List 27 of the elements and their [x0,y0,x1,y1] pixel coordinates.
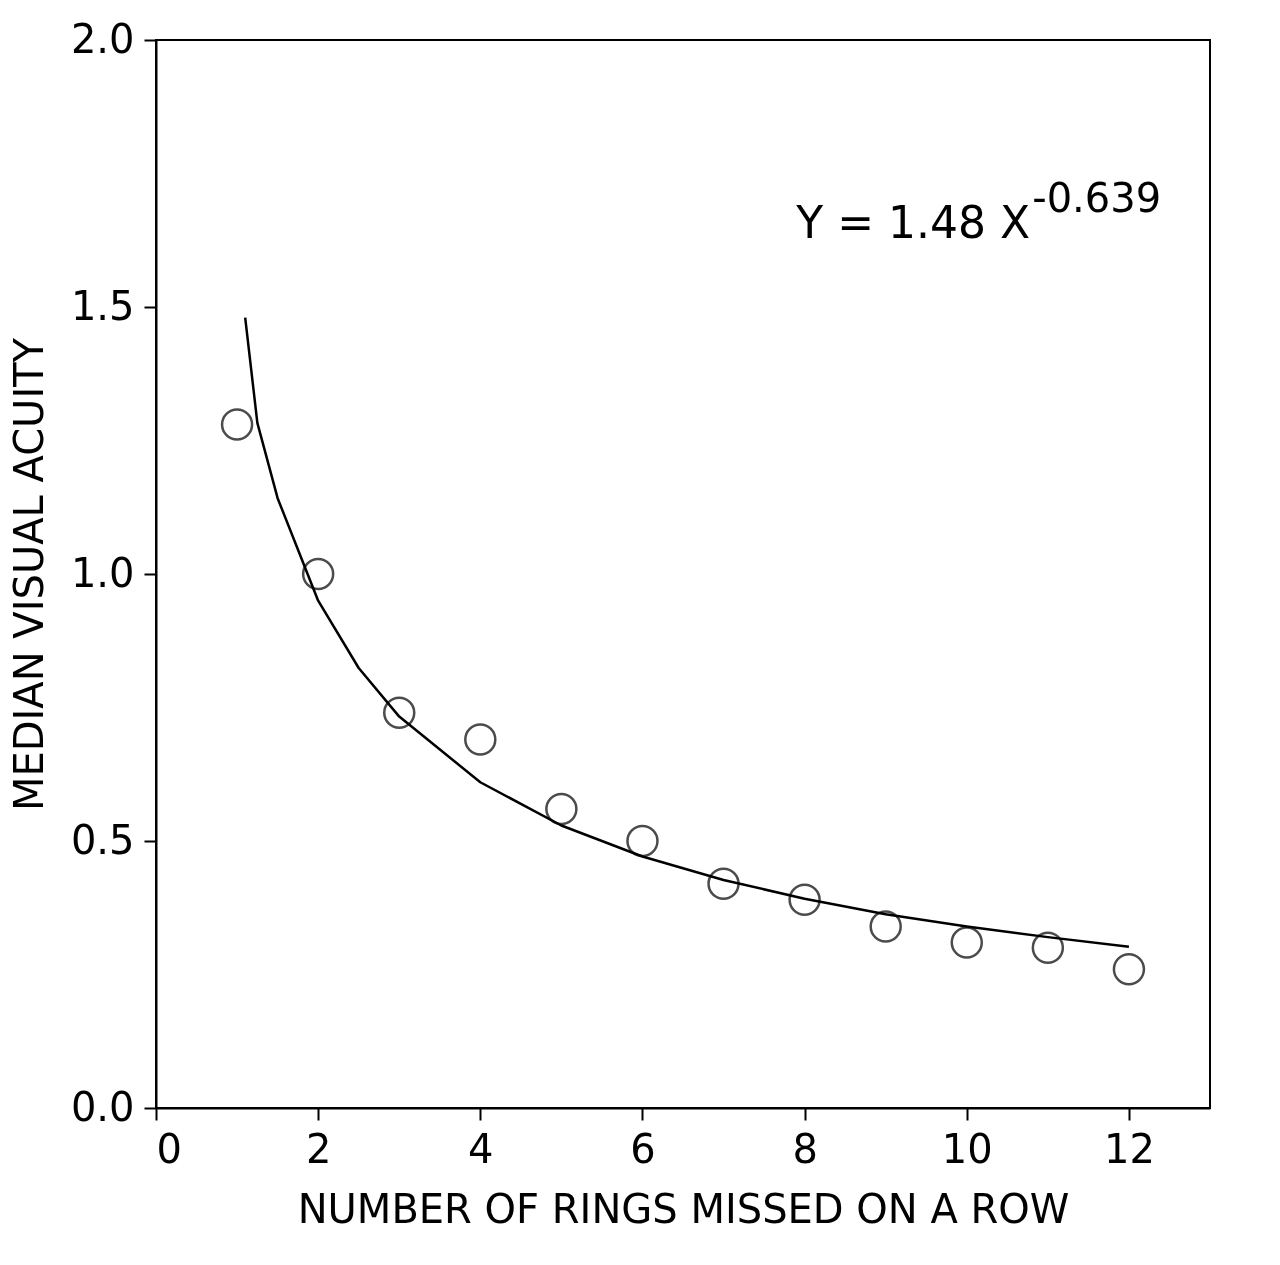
x-tick-label: 0 [156,1125,182,1172]
y-tick-label: 2.0 [70,15,135,62]
x-tick-label: 2 [305,1125,332,1172]
x-tick-label: 6 [630,1125,656,1172]
y-axis-title: MEDIAN VISUAL ACUITY [5,337,52,812]
y-tick-label: 1.0 [70,549,135,596]
point [788,883,821,916]
point [301,557,335,591]
point [950,926,984,959]
x-tick-label: 10 [941,1125,993,1172]
x-tick-label: 4 [468,1125,494,1172]
point [1112,952,1146,986]
point [707,867,740,900]
x-tick-label: 12 [1103,1125,1155,1172]
point [626,824,659,858]
y-tick-label: 0.0 [70,1083,135,1130]
point [1031,931,1065,965]
point [545,792,578,826]
point [220,408,254,441]
point [869,910,902,943]
x-axis-title: NUMBER OF RINGS MISSED ON A ROW [297,1185,1070,1232]
y-tick-label: 1.5 [70,282,135,329]
point [464,723,497,756]
annotation: Y = 1.48 X-0.639 [795,175,1162,249]
point [382,696,416,730]
x-tick-label: 8 [792,1125,818,1172]
y-tick-label: 0.5 [70,816,135,863]
